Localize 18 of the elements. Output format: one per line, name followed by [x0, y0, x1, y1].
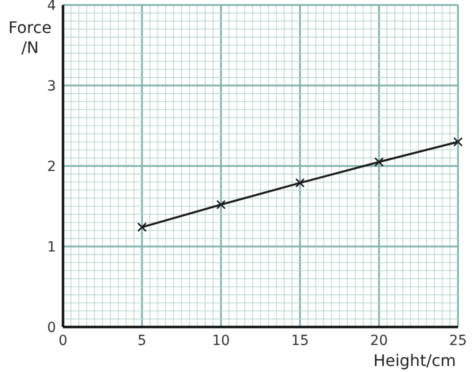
x-tick-label: 0	[58, 333, 68, 349]
x-tick-label: 5	[138, 333, 146, 349]
x-tick-label: 10	[212, 333, 230, 349]
point	[216, 200, 226, 210]
y-tick-label: 2	[47, 158, 56, 175]
x-axis-title: Height/cm	[373, 351, 456, 370]
point	[295, 178, 305, 188]
y-tick-label: 0	[47, 320, 56, 336]
point	[374, 157, 384, 167]
x-tick-label: 25	[449, 333, 467, 349]
y-tick-label: 3	[47, 78, 56, 94]
x-tick-label: 20	[370, 333, 388, 349]
y-axis-title: Force /N	[8, 18, 52, 57]
point	[137, 222, 147, 232]
x-tick-label: 15	[291, 333, 309, 349]
y-tick-label: 4	[47, 0, 56, 14]
point	[453, 137, 463, 147]
y-tick-label: 1	[47, 239, 56, 256]
